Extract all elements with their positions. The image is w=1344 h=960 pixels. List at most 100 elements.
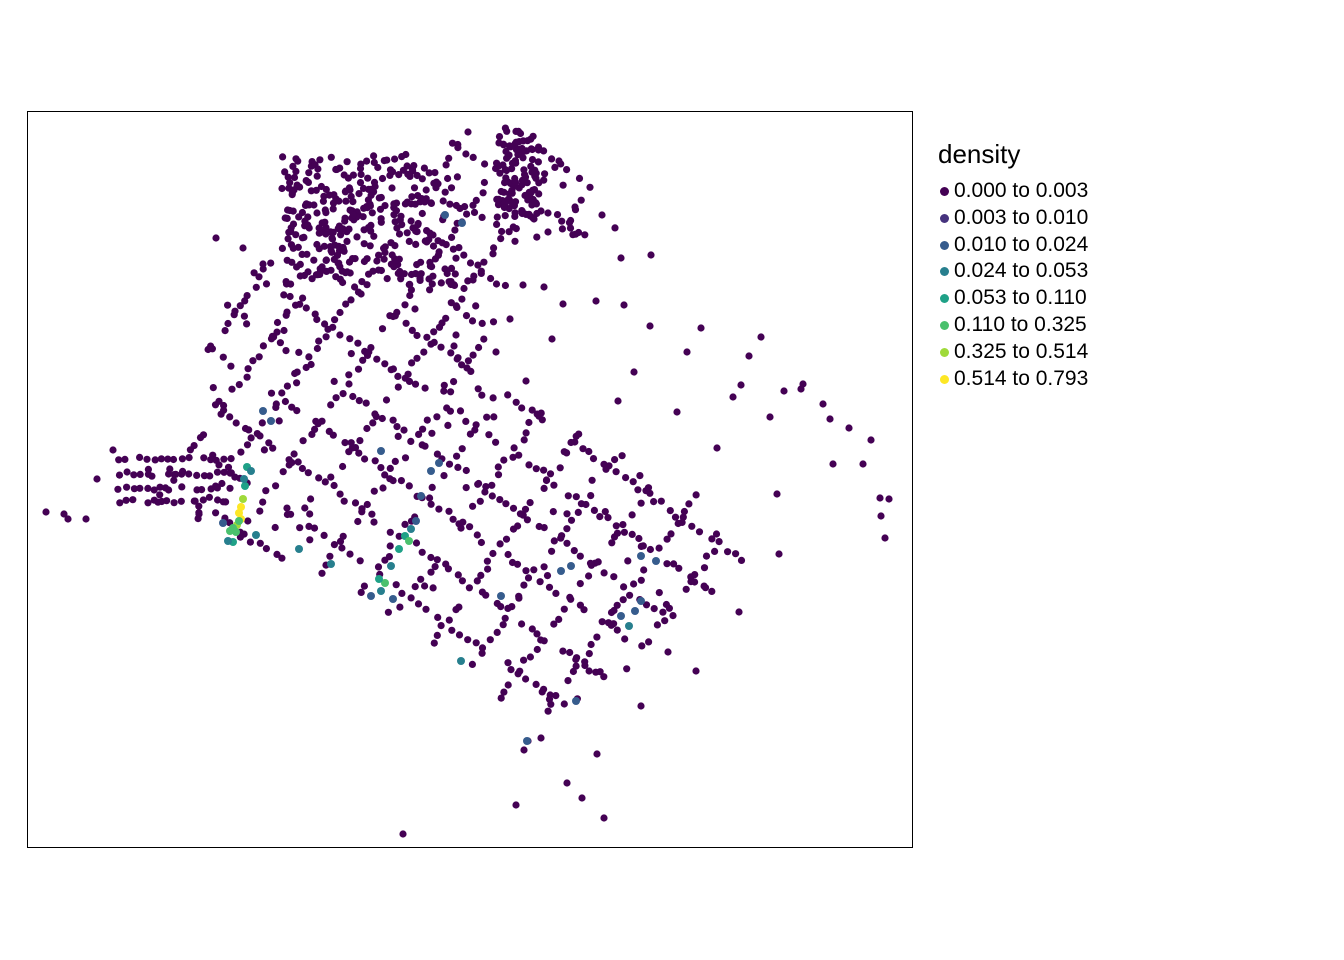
density-point — [430, 338, 438, 346]
density-point — [312, 186, 320, 194]
density-point — [413, 331, 421, 340]
density-point — [268, 332, 277, 340]
density-point — [552, 692, 560, 700]
density-point — [528, 625, 536, 633]
density-point — [533, 645, 541, 654]
map-panel[interactable] — [27, 111, 913, 848]
density-point — [647, 251, 655, 259]
density-point — [692, 667, 700, 675]
density-point — [572, 662, 580, 670]
density-point — [235, 381, 243, 389]
density-point — [435, 459, 443, 467]
density-point — [447, 264, 456, 272]
density-point — [385, 553, 393, 561]
density-point — [462, 312, 471, 320]
density-point — [405, 482, 413, 490]
density-point — [452, 201, 460, 210]
density-point — [363, 157, 371, 165]
density-point — [374, 163, 382, 172]
density-point — [421, 442, 429, 450]
density-point — [426, 494, 434, 502]
density-point — [313, 344, 321, 353]
density-point — [412, 517, 420, 525]
density-point — [560, 605, 568, 613]
density-point — [478, 644, 487, 652]
density-point — [355, 449, 363, 457]
density-point — [346, 335, 354, 343]
density-point — [497, 187, 505, 196]
legend-swatch — [940, 213, 949, 223]
density-point — [311, 310, 319, 318]
density-point — [278, 184, 286, 193]
density-point — [290, 450, 298, 458]
density-point — [404, 370, 412, 378]
density-point — [116, 499, 124, 507]
density-point — [339, 225, 347, 233]
density-point — [563, 779, 571, 787]
density-point — [635, 534, 643, 543]
density-point — [217, 410, 225, 418]
density-point — [386, 528, 394, 536]
legend-item-7: 0.325 to 0.514 — [938, 339, 1198, 366]
density-point — [293, 407, 301, 415]
density-point — [540, 466, 548, 474]
density-point — [557, 567, 565, 575]
density-point — [613, 626, 621, 634]
density-point — [329, 205, 337, 213]
density-point — [219, 498, 227, 506]
density-point — [512, 801, 520, 809]
density-point — [462, 150, 470, 158]
density-point — [537, 734, 545, 742]
density-point — [637, 542, 645, 551]
density-point — [336, 331, 344, 339]
density-point — [493, 213, 501, 221]
density-point — [799, 380, 807, 388]
density-point — [533, 630, 541, 638]
density-point — [331, 316, 339, 324]
legend-label: 0.024 to 0.053 — [954, 259, 1089, 283]
density-point — [563, 539, 571, 547]
density-point — [304, 178, 312, 186]
density-point — [314, 165, 322, 173]
density-point — [620, 583, 628, 591]
density-point — [136, 453, 144, 461]
density-point — [367, 185, 375, 193]
density-point — [588, 476, 596, 484]
density-point — [548, 547, 556, 555]
density-point — [305, 353, 313, 361]
density-point — [452, 254, 460, 262]
density-point — [418, 548, 426, 556]
density-point — [610, 573, 618, 581]
density-point — [604, 514, 612, 522]
density-point — [826, 415, 834, 423]
density-point — [392, 581, 400, 589]
density-point — [520, 166, 528, 174]
density-point — [359, 356, 367, 364]
density-point — [400, 426, 408, 434]
density-point — [343, 237, 351, 245]
density-point — [708, 587, 716, 596]
density-point — [493, 159, 501, 167]
density-point — [445, 460, 454, 468]
density-point — [489, 250, 497, 258]
density-point — [780, 387, 788, 395]
density-point — [347, 350, 355, 358]
density-point — [533, 209, 541, 218]
density-point — [276, 339, 284, 347]
density-point — [451, 270, 459, 278]
density-point — [246, 538, 254, 546]
density-point — [390, 200, 398, 208]
density-point — [674, 519, 682, 528]
density-point — [358, 508, 366, 516]
density-point — [332, 394, 340, 402]
density-point — [381, 471, 389, 479]
density-point — [775, 550, 783, 558]
density-point — [190, 442, 198, 450]
density-point — [458, 445, 466, 453]
density-point — [287, 224, 295, 232]
density-point — [564, 677, 572, 685]
density-point — [185, 470, 193, 478]
density-point — [593, 633, 601, 641]
density-point — [536, 578, 544, 586]
density-point — [226, 413, 234, 421]
